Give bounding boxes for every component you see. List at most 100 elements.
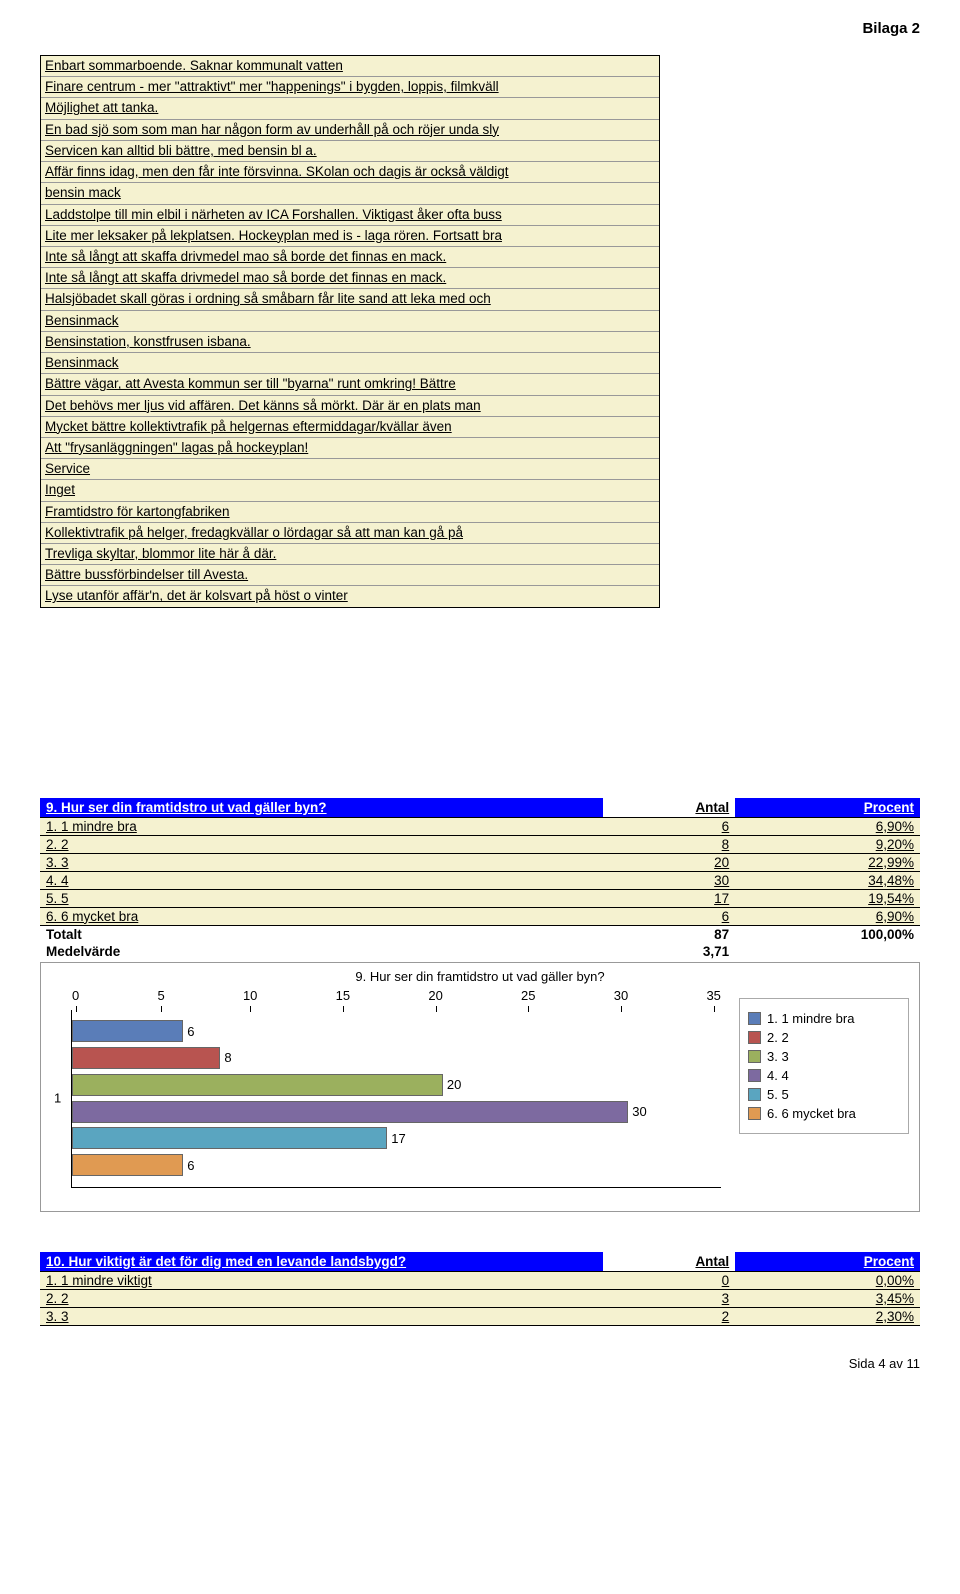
chart-bar <box>72 1047 220 1069</box>
table-q9: 9. Hur ser din framtidstro ut vad gäller… <box>40 798 920 960</box>
comment-line: Möjlighet att tanka. <box>41 98 659 119</box>
legend-label: 5. 5 <box>767 1087 789 1102</box>
row-antal: 6 <box>603 907 735 925</box>
row-label: 3. 3 <box>40 1307 603 1325</box>
row-procent: 22,99% <box>735 853 920 871</box>
col-procent: Procent <box>735 798 920 818</box>
comment-line: Bensinmack <box>41 353 659 374</box>
comment-line: Bättre vägar, att Avesta kommun ser till… <box>41 374 659 395</box>
chart-legend: 1. 1 mindre bra 2. 2 3. 3 4. 4 5. 5 6. 6 myck… <box>739 998 909 1134</box>
chart-bar <box>72 1020 183 1042</box>
comment-line: bensin mack <box>41 183 659 204</box>
comment-line: Att "frysanläggningen" lagas på hockeypl… <box>41 438 659 459</box>
comment-line: Affär finns idag, men den får inte försv… <box>41 162 659 183</box>
q10-question: 10. Hur viktigt är det för dig med en le… <box>40 1252 603 1272</box>
chart-q9: 9. Hur ser din framtidstro ut vad gäller… <box>40 962 920 1212</box>
col-procent: Procent <box>735 1252 920 1272</box>
comments-box: Enbart sommarboende. Saknar kommunalt va… <box>40 55 660 608</box>
x-tick: 35 <box>706 988 720 1003</box>
row-procent: 2,30% <box>735 1307 920 1325</box>
medel-val: 3,71 <box>603 943 735 960</box>
bar-value-label: 17 <box>391 1131 405 1146</box>
x-tick: 10 <box>243 988 257 1003</box>
row-procent: 3,45% <box>735 1289 920 1307</box>
row-antal: 3 <box>603 1289 735 1307</box>
legend-item: 4. 4 <box>748 1068 900 1083</box>
row-antal: 17 <box>603 889 735 907</box>
x-tick: 5 <box>157 988 164 1003</box>
row-label: 1. 1 mindre bra <box>40 817 603 835</box>
legend-item: 6. 6 mycket bra <box>748 1106 900 1121</box>
comment-line: Bensinstation, konstfrusen isbana. <box>41 332 659 353</box>
total-label: Totalt <box>40 925 603 943</box>
row-antal: 30 <box>603 871 735 889</box>
row-label: 3. 3 <box>40 853 603 871</box>
comment-line: Kollektivtrafik på helger, fredagkvällar… <box>41 523 659 544</box>
row-procent: 6,90% <box>735 907 920 925</box>
legend-swatch <box>748 1050 761 1063</box>
bar-value-label: 20 <box>447 1077 461 1092</box>
comment-line: Bensinmack <box>41 311 659 332</box>
row-procent: 19,54% <box>735 889 920 907</box>
bar-value-label: 6 <box>187 1024 194 1039</box>
row-procent: 9,20% <box>735 835 920 853</box>
comment-line: Mycket bättre kollektivtrafik på helgern… <box>41 417 659 438</box>
legend-swatch <box>748 1012 761 1025</box>
legend-label: 6. 6 mycket bra <box>767 1106 856 1121</box>
comment-line: Bättre bussförbindelser till Avesta. <box>41 565 659 586</box>
legend-item: 3. 3 <box>748 1049 900 1064</box>
x-tick: 30 <box>614 988 628 1003</box>
row-antal: 0 <box>603 1271 735 1289</box>
legend-swatch <box>748 1031 761 1044</box>
row-label: 2. 2 <box>40 1289 603 1307</box>
row-antal: 8 <box>603 835 735 853</box>
total-procent: 100,00% <box>735 925 920 943</box>
medel-label: Medelvärde <box>40 943 603 960</box>
y-axis-label: 1 <box>54 1091 61 1106</box>
col-antal: Antal <box>603 1252 735 1272</box>
legend-label: 1. 1 mindre bra <box>767 1011 854 1026</box>
bar-value-label: 6 <box>187 1158 194 1173</box>
comment-line: Lyse utanför affär'n, det är kolsvart på… <box>41 586 659 606</box>
comment-line: Halsjöbadet skall göras i ordning så små… <box>41 289 659 310</box>
col-antal: Antal <box>603 798 735 818</box>
legend-label: 3. 3 <box>767 1049 789 1064</box>
comment-line: Service <box>41 459 659 480</box>
x-tick: 25 <box>521 988 535 1003</box>
x-tick: 0 <box>72 988 79 1003</box>
comment-line: Lite mer leksaker på lekplatsen. Hockeyp… <box>41 226 659 247</box>
row-antal: 6 <box>603 817 735 835</box>
legend-swatch <box>748 1069 761 1082</box>
x-tick: 15 <box>336 988 350 1003</box>
row-procent: 0,00% <box>735 1271 920 1289</box>
comment-line: Finare centrum - mer "attraktivt" mer "h… <box>41 77 659 98</box>
comment-line: Framtidstro för kartongfabriken <box>41 502 659 523</box>
chart-bar <box>72 1127 387 1149</box>
row-label: 1. 1 mindre viktigt <box>40 1271 603 1289</box>
row-label: 6. 6 mycket bra <box>40 907 603 925</box>
comment-line: Inte så långt att skaffa drivmedel mao s… <box>41 268 659 289</box>
comment-line: Inte så långt att skaffa drivmedel mao s… <box>41 247 659 268</box>
chart-bar <box>72 1074 443 1096</box>
legend-swatch <box>748 1088 761 1101</box>
comment-line: En bad sjö som som man har någon form av… <box>41 120 659 141</box>
row-antal: 20 <box>603 853 735 871</box>
comment-line: Enbart sommarboende. Saknar kommunalt va… <box>41 56 659 77</box>
legend-label: 2. 2 <box>767 1030 789 1045</box>
row-procent: 34,48% <box>735 871 920 889</box>
x-tick: 20 <box>428 988 442 1003</box>
legend-item: 2. 2 <box>748 1030 900 1045</box>
comment-line: Laddstolpe till min elbil i närheten av … <box>41 205 659 226</box>
comment-line: Servicen kan alltid bli bättre, med bens… <box>41 141 659 162</box>
comment-line: Det behövs mer ljus vid affären. Det kän… <box>41 396 659 417</box>
bar-value-label: 8 <box>224 1050 231 1065</box>
row-antal: 2 <box>603 1307 735 1325</box>
page-footer: Sida 4 av 11 <box>40 1356 920 1371</box>
table-q10: 10. Hur viktigt är det för dig med en le… <box>40 1252 920 1326</box>
legend-item: 1. 1 mindre bra <box>748 1011 900 1026</box>
plot-area: 05101520253035 1 682030176 <box>71 1010 721 1188</box>
row-label: 5. 5 <box>40 889 603 907</box>
row-label: 4. 4 <box>40 871 603 889</box>
chart-bar <box>72 1154 183 1176</box>
legend-swatch <box>748 1107 761 1120</box>
